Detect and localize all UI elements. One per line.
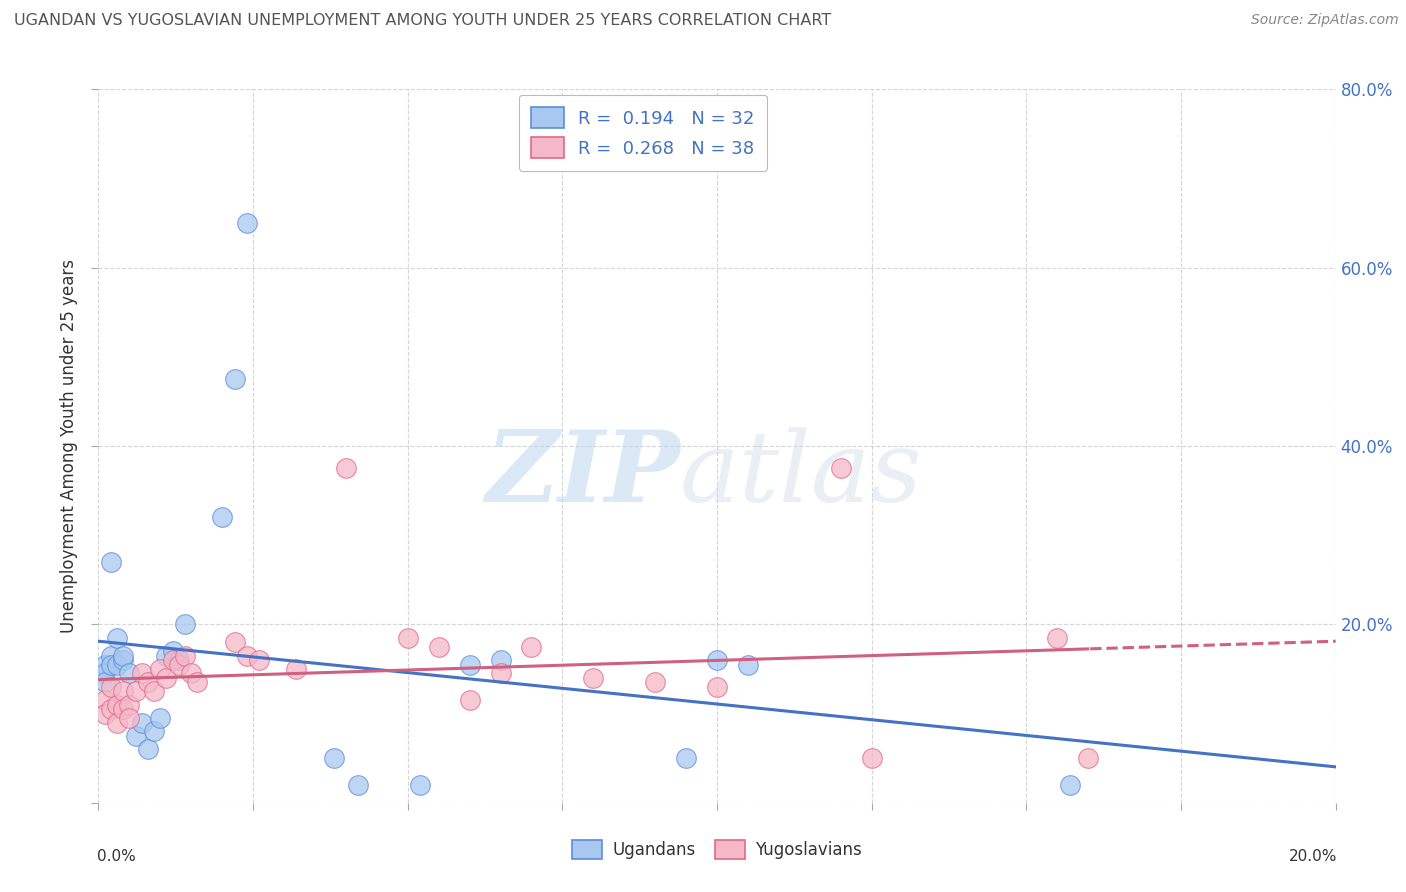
Point xyxy=(396,631,419,645)
Point xyxy=(247,653,270,667)
Point xyxy=(830,461,852,475)
Point xyxy=(737,657,759,672)
Point xyxy=(1077,751,1099,765)
Point xyxy=(93,675,115,690)
Point xyxy=(1046,631,1069,645)
Point xyxy=(100,657,122,672)
Point xyxy=(118,698,141,712)
Point xyxy=(149,662,172,676)
Text: atlas: atlas xyxy=(681,427,922,522)
Point xyxy=(136,675,159,690)
Point xyxy=(149,711,172,725)
Legend: Ugandans, Yugoslavians: Ugandans, Yugoslavians xyxy=(565,833,869,866)
Point xyxy=(131,666,153,681)
Text: 0.0%: 0.0% xyxy=(97,849,136,864)
Point xyxy=(100,680,122,694)
Point xyxy=(224,372,246,386)
Point xyxy=(285,662,308,676)
Point xyxy=(162,644,184,658)
Point xyxy=(224,635,246,649)
Point xyxy=(1059,778,1081,792)
Point xyxy=(489,666,512,681)
Point xyxy=(118,711,141,725)
Point xyxy=(236,216,259,230)
Point xyxy=(167,653,190,667)
Point xyxy=(211,510,233,524)
Point xyxy=(335,461,357,475)
Point xyxy=(860,751,883,765)
Point xyxy=(520,640,543,654)
Point xyxy=(174,617,197,632)
Point xyxy=(167,657,190,672)
Point xyxy=(105,657,128,672)
Point xyxy=(112,653,135,667)
Point xyxy=(675,751,697,765)
Point xyxy=(105,631,128,645)
Point xyxy=(186,675,208,690)
Point xyxy=(105,698,128,712)
Point xyxy=(174,648,197,663)
Point xyxy=(100,702,122,716)
Text: ZIP: ZIP xyxy=(485,426,681,523)
Point xyxy=(136,742,159,756)
Y-axis label: Unemployment Among Youth under 25 years: Unemployment Among Youth under 25 years xyxy=(60,259,79,633)
Point xyxy=(155,648,177,663)
Point xyxy=(143,684,166,698)
Point xyxy=(112,648,135,663)
Point xyxy=(93,666,115,681)
Point xyxy=(124,684,146,698)
Point xyxy=(347,778,370,792)
Point xyxy=(236,648,259,663)
Point xyxy=(458,693,481,707)
Point xyxy=(180,666,202,681)
Point xyxy=(100,648,122,663)
Point xyxy=(105,715,128,730)
Point xyxy=(118,666,141,681)
Point xyxy=(112,702,135,716)
Point xyxy=(143,724,166,739)
Point xyxy=(155,671,177,685)
Point xyxy=(322,751,344,765)
Point xyxy=(93,706,115,721)
Point xyxy=(100,555,122,569)
Point xyxy=(582,671,605,685)
Text: UGANDAN VS YUGOSLAVIAN UNEMPLOYMENT AMONG YOUTH UNDER 25 YEARS CORRELATION CHART: UGANDAN VS YUGOSLAVIAN UNEMPLOYMENT AMON… xyxy=(14,13,831,29)
Point xyxy=(131,715,153,730)
Point xyxy=(93,693,115,707)
Point xyxy=(489,653,512,667)
Point xyxy=(124,729,146,743)
Text: 20.0%: 20.0% xyxy=(1288,849,1337,864)
Point xyxy=(706,653,728,667)
Point xyxy=(112,684,135,698)
Point xyxy=(427,640,450,654)
Point xyxy=(93,657,115,672)
Point xyxy=(458,657,481,672)
Point xyxy=(644,675,666,690)
Point xyxy=(409,778,432,792)
Text: Source: ZipAtlas.com: Source: ZipAtlas.com xyxy=(1251,13,1399,28)
Point xyxy=(706,680,728,694)
Point xyxy=(162,653,184,667)
